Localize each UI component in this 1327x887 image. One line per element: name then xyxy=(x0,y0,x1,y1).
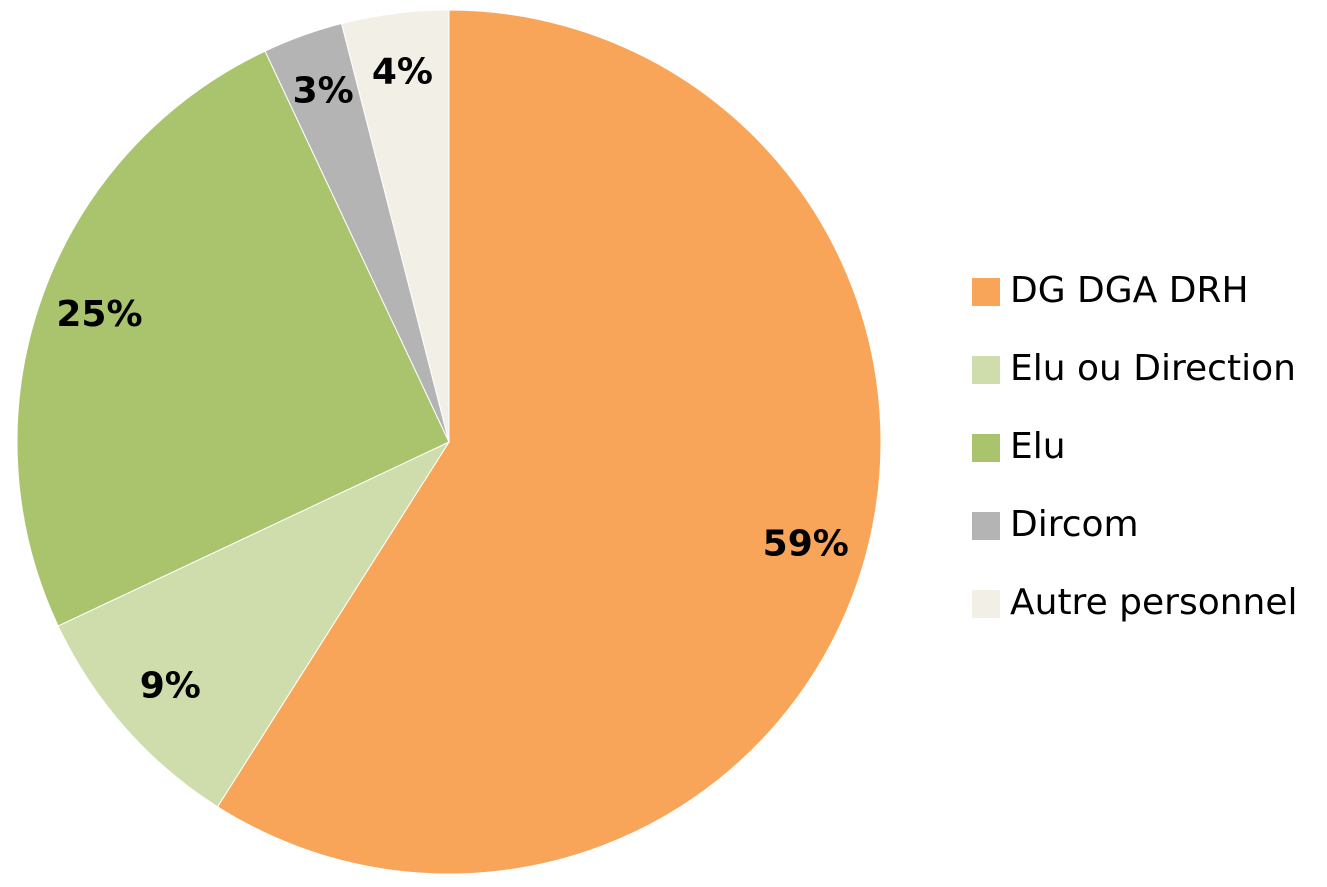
pie-slice xyxy=(16,50,450,627)
pie-slice xyxy=(216,9,882,875)
legend-swatch xyxy=(972,356,1000,384)
data-label: 9% xyxy=(140,666,201,707)
legend-label: Elu ou Direction xyxy=(1010,348,1296,389)
legend-swatch xyxy=(972,512,1000,540)
pie-slice xyxy=(340,9,450,443)
legend-label: Dircom xyxy=(1010,504,1139,545)
legend-swatch xyxy=(972,434,1000,462)
legend-swatch xyxy=(972,590,1000,618)
legend-label: Elu xyxy=(1010,426,1066,467)
legend-label: DG DGA DRH xyxy=(1010,270,1249,311)
legend-swatch xyxy=(972,278,1000,306)
data-label: 3% xyxy=(293,70,354,111)
pie-slice xyxy=(57,440,451,808)
data-label: 25% xyxy=(56,294,142,335)
data-label: 59% xyxy=(763,524,849,565)
legend-label: Autre personnel xyxy=(1010,582,1298,623)
data-label: 4% xyxy=(372,51,433,92)
